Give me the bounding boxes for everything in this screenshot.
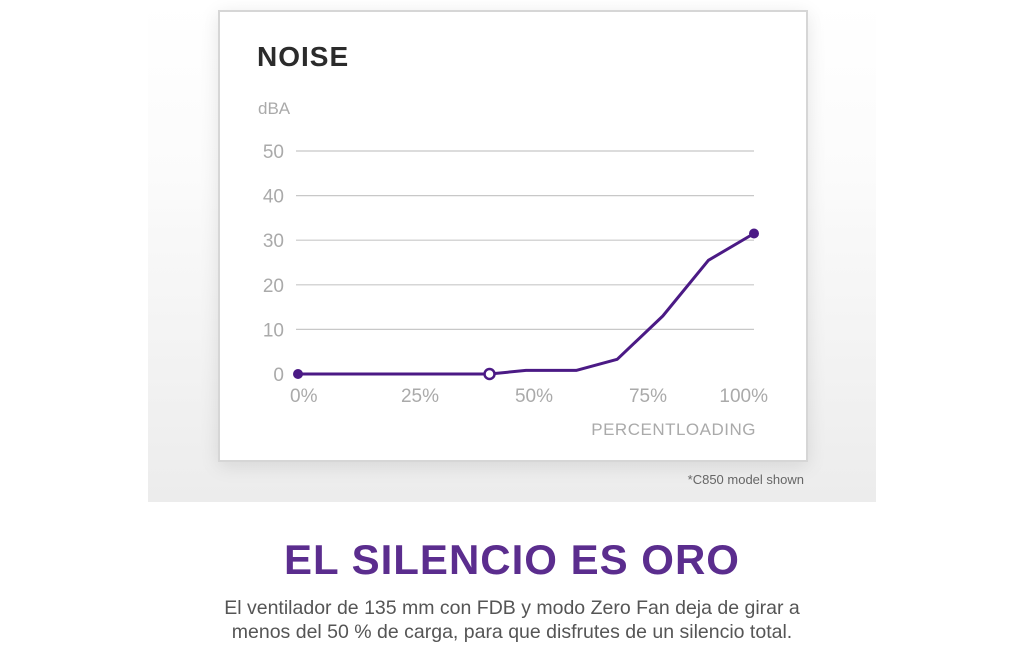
- y-tick-label: 30: [263, 231, 284, 252]
- noise-series-line: [296, 232, 756, 376]
- grid-lines: [296, 150, 754, 330]
- data-point-hollow: [483, 367, 496, 381]
- description-line: menos del 50 % de carga, para que disfru…: [231, 621, 793, 643]
- x-axis-label: PERCENTLOADING: [591, 420, 756, 439]
- y-tick-label: 40: [263, 187, 284, 208]
- x-tick-label: 25%: [401, 386, 439, 407]
- data-point: [749, 228, 759, 239]
- x-tick-label: 50%: [515, 386, 553, 407]
- chart-title: NOISE: [257, 41, 349, 72]
- y-tick-label: 50: [263, 142, 284, 163]
- y-tick-label: 20: [263, 276, 284, 297]
- noise-chart: NOISE dBA PERCENTLOADING 0 10 20 30 40 50 0% 2…: [257, 41, 768, 439]
- x-tick-labels: 0% 25% 50% 75% 100%: [290, 386, 768, 407]
- x-tick-label: 0%: [290, 386, 318, 407]
- x-tick-label: 75%: [629, 386, 667, 407]
- y-tick-label: 0: [273, 365, 284, 386]
- y-axis-label: dBA: [258, 99, 291, 118]
- footnote: *C850 model shown: [687, 472, 804, 487]
- headline: EL SILENCIO ES ORO: [284, 536, 740, 583]
- x-tick-label: 100%: [719, 386, 768, 407]
- description: El ventilador de 135 mm con FDB y modo Z…: [162, 596, 862, 644]
- data-point: [293, 369, 303, 379]
- description-line: El ventilador de 135 mm con FDB y modo Z…: [224, 597, 800, 619]
- series-layer: [293, 228, 759, 381]
- chart-card: NOISE dBA PERCENTLOADING 0 10 20 30 40 50 0% 2…: [218, 10, 808, 462]
- y-tick-label: 10: [263, 320, 284, 341]
- y-tick-labels: 0 10 20 30 40 50: [263, 142, 284, 386]
